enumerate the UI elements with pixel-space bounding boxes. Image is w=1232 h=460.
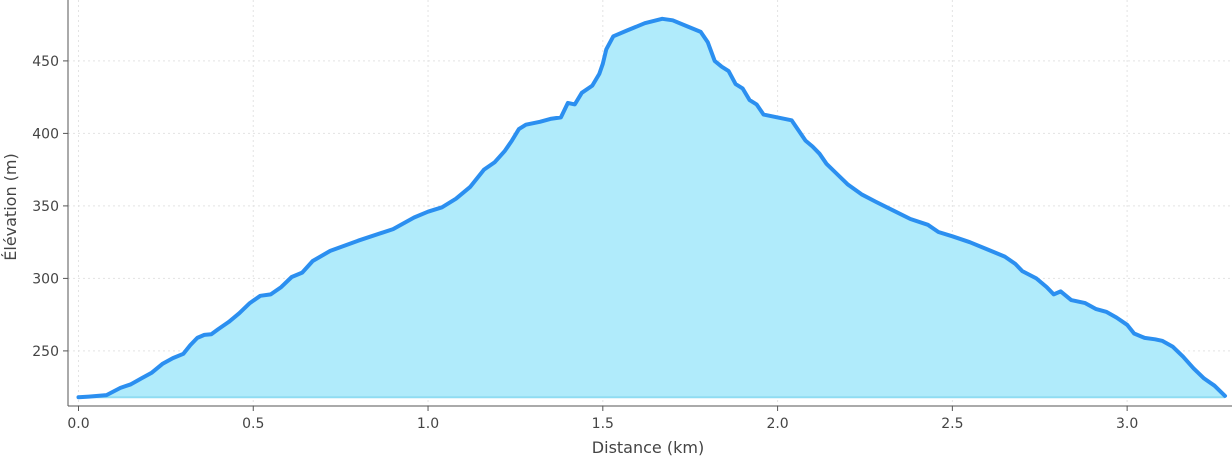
y-tick-label: 300 xyxy=(32,271,59,287)
elevation-line xyxy=(76,16,1227,400)
y-tick-label: 350 xyxy=(32,199,59,215)
x-tick-label: 0.5 xyxy=(242,416,264,432)
x-tick-label: 0.0 xyxy=(67,416,89,432)
elevation-area-fill xyxy=(78,18,1226,398)
x-tick-label: 2.5 xyxy=(941,416,963,432)
y-tick-label: 450 xyxy=(32,54,59,70)
tick-labels: 0.0 0.5 1.0 1.5 2.0 2.5 3.0 250 300 350 400 450 xyxy=(32,54,1138,432)
x-tick-label: 1.0 xyxy=(417,416,439,432)
x-tick-label: 2.0 xyxy=(766,416,788,432)
axes xyxy=(63,0,1232,411)
x-tick-label: 3.0 xyxy=(1116,416,1138,432)
x-axis-title: Distance (km) xyxy=(592,438,704,457)
x-tick-label: 1.5 xyxy=(592,416,614,432)
y-tick-label: 250 xyxy=(32,344,59,360)
plot-area xyxy=(76,16,1227,400)
y-axis-title: Élévation (m) xyxy=(1,153,20,260)
y-tick-label: 400 xyxy=(32,126,59,142)
